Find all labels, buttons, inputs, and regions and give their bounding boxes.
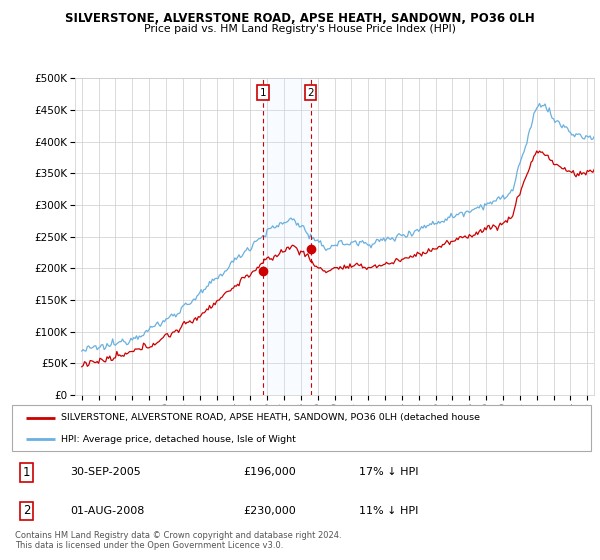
Bar bbox=[263, 78, 311, 395]
FancyBboxPatch shape bbox=[12, 405, 591, 451]
Text: 11% ↓ HPI: 11% ↓ HPI bbox=[359, 506, 419, 516]
Text: 1: 1 bbox=[23, 466, 30, 479]
Text: 30-SEP-2005: 30-SEP-2005 bbox=[70, 468, 140, 478]
Text: HPI: Average price, detached house, Isle of Wight: HPI: Average price, detached house, Isle… bbox=[61, 435, 296, 444]
Text: 01-AUG-2008: 01-AUG-2008 bbox=[70, 506, 144, 516]
Text: £230,000: £230,000 bbox=[244, 506, 296, 516]
Text: 2: 2 bbox=[23, 505, 30, 517]
Text: £196,000: £196,000 bbox=[244, 468, 296, 478]
Text: 17% ↓ HPI: 17% ↓ HPI bbox=[359, 468, 419, 478]
Text: Contains HM Land Registry data © Crown copyright and database right 2024.
This d: Contains HM Land Registry data © Crown c… bbox=[15, 531, 341, 550]
Text: 1: 1 bbox=[260, 87, 266, 97]
Text: SILVERSTONE, ALVERSTONE ROAD, APSE HEATH, SANDOWN, PO36 0LH: SILVERSTONE, ALVERSTONE ROAD, APSE HEATH… bbox=[65, 12, 535, 25]
Text: 2: 2 bbox=[307, 87, 314, 97]
Text: Price paid vs. HM Land Registry's House Price Index (HPI): Price paid vs. HM Land Registry's House … bbox=[144, 24, 456, 34]
Text: SILVERSTONE, ALVERSTONE ROAD, APSE HEATH, SANDOWN, PO36 0LH (detached house: SILVERSTONE, ALVERSTONE ROAD, APSE HEATH… bbox=[61, 413, 480, 422]
